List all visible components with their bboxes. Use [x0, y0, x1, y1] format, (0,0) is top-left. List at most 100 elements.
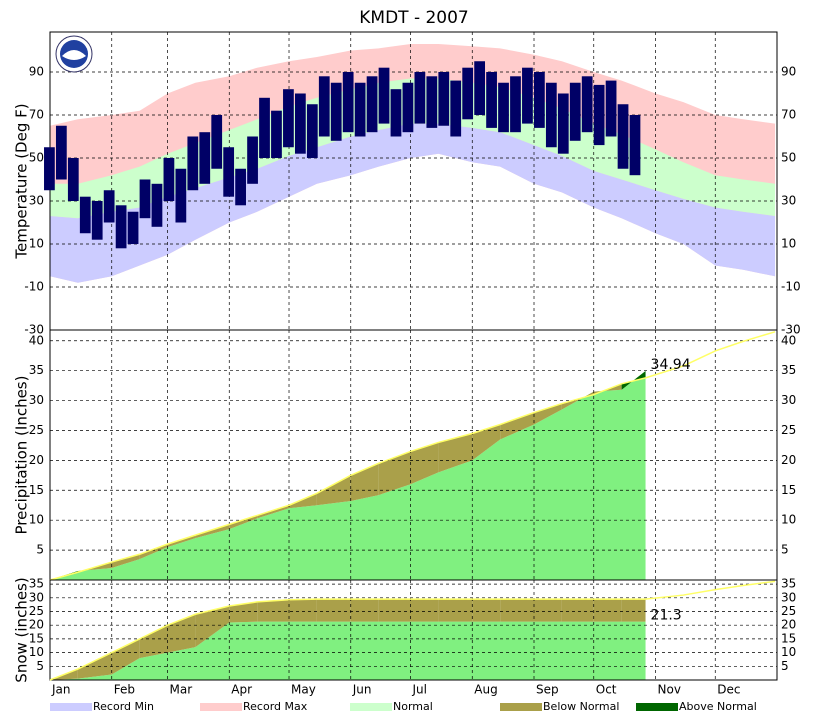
below-normal-fill	[534, 403, 562, 425]
below-normal-fill	[410, 442, 439, 485]
y2-tick-label: 25	[781, 604, 796, 618]
below-normal-fill	[139, 544, 168, 560]
below-normal-fill	[257, 599, 290, 622]
daily-range-bar	[235, 168, 246, 206]
daily-range-bar	[271, 110, 282, 158]
actual-area	[50, 621, 646, 680]
daily-range-bar	[366, 76, 378, 133]
x-tick-label: Jan	[51, 683, 71, 697]
below-normal-fill	[621, 599, 646, 622]
legend-swatch	[500, 703, 542, 711]
legend-label: Above Normal	[679, 700, 757, 713]
actual-area	[50, 371, 646, 580]
below-normal-fill	[139, 625, 168, 659]
y2-tick-label: 30	[781, 590, 796, 604]
y-tick-label: 20	[29, 453, 44, 467]
daily-range-bar	[211, 114, 223, 169]
daily-range-bar	[581, 76, 593, 133]
daily-range-bar	[629, 114, 641, 176]
daily-range-bar	[450, 80, 462, 137]
below-normal-fill	[561, 599, 594, 622]
daily-range-bar	[151, 183, 163, 227]
below-normal-fill	[111, 554, 140, 569]
below-normal-fill	[167, 614, 196, 653]
y-tick-label: 5	[36, 659, 44, 673]
below-normal-fill	[410, 599, 439, 622]
legend-swatch	[350, 703, 392, 711]
y-tick-label: 10	[29, 513, 44, 527]
legend-swatch	[200, 703, 242, 711]
daily-range-bar	[557, 93, 569, 154]
y2-tick-label: 20	[781, 453, 796, 467]
y2-tick-label: 5	[781, 543, 789, 557]
daily-range-bar	[91, 200, 103, 240]
x-tick-label: Sep	[536, 683, 559, 697]
daily-range-bar	[294, 93, 306, 154]
daily-range-bar	[283, 89, 294, 148]
daily-range-bar	[426, 76, 438, 128]
y-tick-label: 5	[36, 543, 44, 557]
y-tick-label: 40	[29, 333, 44, 347]
below-normal-fill	[534, 599, 562, 622]
below-normal-fill	[438, 599, 473, 622]
daily-range-bar	[378, 67, 390, 124]
legend-swatch	[50, 703, 92, 711]
y2-tick-label: -30	[781, 323, 801, 337]
daily-range-bar	[187, 136, 199, 191]
y2-tick-label: 30	[781, 393, 796, 407]
x-tick-label: Jun	[352, 683, 372, 697]
y-tick-label: 25	[29, 423, 44, 437]
y-tick-label: 20	[29, 618, 44, 632]
daily-range-bar	[617, 104, 629, 169]
daily-range-bar	[163, 157, 175, 201]
daily-range-bar	[55, 125, 67, 180]
y-tick-label: 35	[29, 577, 44, 591]
daily-range-bar	[522, 67, 533, 124]
below-normal-fill	[500, 412, 535, 440]
y-axis-label: Temperature (Deg F)	[13, 103, 31, 259]
daily-range-bar	[259, 97, 270, 158]
below-normal-fill	[195, 606, 230, 648]
daily-range-bar	[510, 76, 521, 133]
daily-range-bar	[306, 104, 318, 158]
y-tick-label: -10	[24, 279, 44, 293]
chart-title: KMDT - 2007	[359, 8, 469, 28]
daily-range-bar	[402, 82, 414, 133]
x-tick-label: Dec	[717, 683, 740, 697]
y2-tick-label: 30	[781, 193, 796, 207]
daily-range-bar	[342, 71, 354, 133]
below-normal-fill	[500, 599, 535, 622]
y-tick-label: 10	[29, 236, 44, 250]
legend-label: Record Max	[243, 700, 308, 713]
legend-swatch	[636, 703, 678, 711]
y2-tick-label: 10	[781, 236, 796, 250]
daily-range-bar	[175, 168, 187, 223]
below-normal-fill	[378, 451, 411, 496]
daily-range-bar	[438, 71, 450, 126]
daily-range-bar	[390, 89, 402, 137]
y-tick-label: 15	[29, 483, 44, 497]
y-tick-label: 50	[29, 150, 44, 164]
daily-range-bar	[486, 71, 497, 128]
below-normal-fill	[378, 599, 411, 622]
below-normal-fill	[350, 599, 379, 622]
daily-range-bar	[67, 157, 79, 201]
total-label: 21.3	[651, 608, 682, 624]
daily-range-bar	[44, 147, 55, 191]
x-tick-label: Jul	[412, 683, 427, 697]
daily-range-bar	[593, 84, 605, 146]
legend-label: Record Min	[93, 700, 154, 713]
below-normal-fill	[229, 601, 258, 623]
below-normal-fill	[316, 599, 351, 622]
y2-tick-label: 25	[781, 423, 796, 437]
daily-range-bar	[199, 132, 211, 184]
x-tick-label: Nov	[658, 683, 681, 697]
daily-range-bar	[139, 179, 151, 219]
daily-range-bar	[223, 147, 235, 197]
daily-range-bar	[414, 71, 426, 124]
y-tick-label: -30	[24, 323, 44, 337]
y2-tick-label: 70	[781, 107, 796, 121]
below-normal-fill	[229, 515, 258, 530]
x-tick-label: May	[291, 683, 316, 697]
y2-tick-label: 40	[781, 333, 796, 347]
